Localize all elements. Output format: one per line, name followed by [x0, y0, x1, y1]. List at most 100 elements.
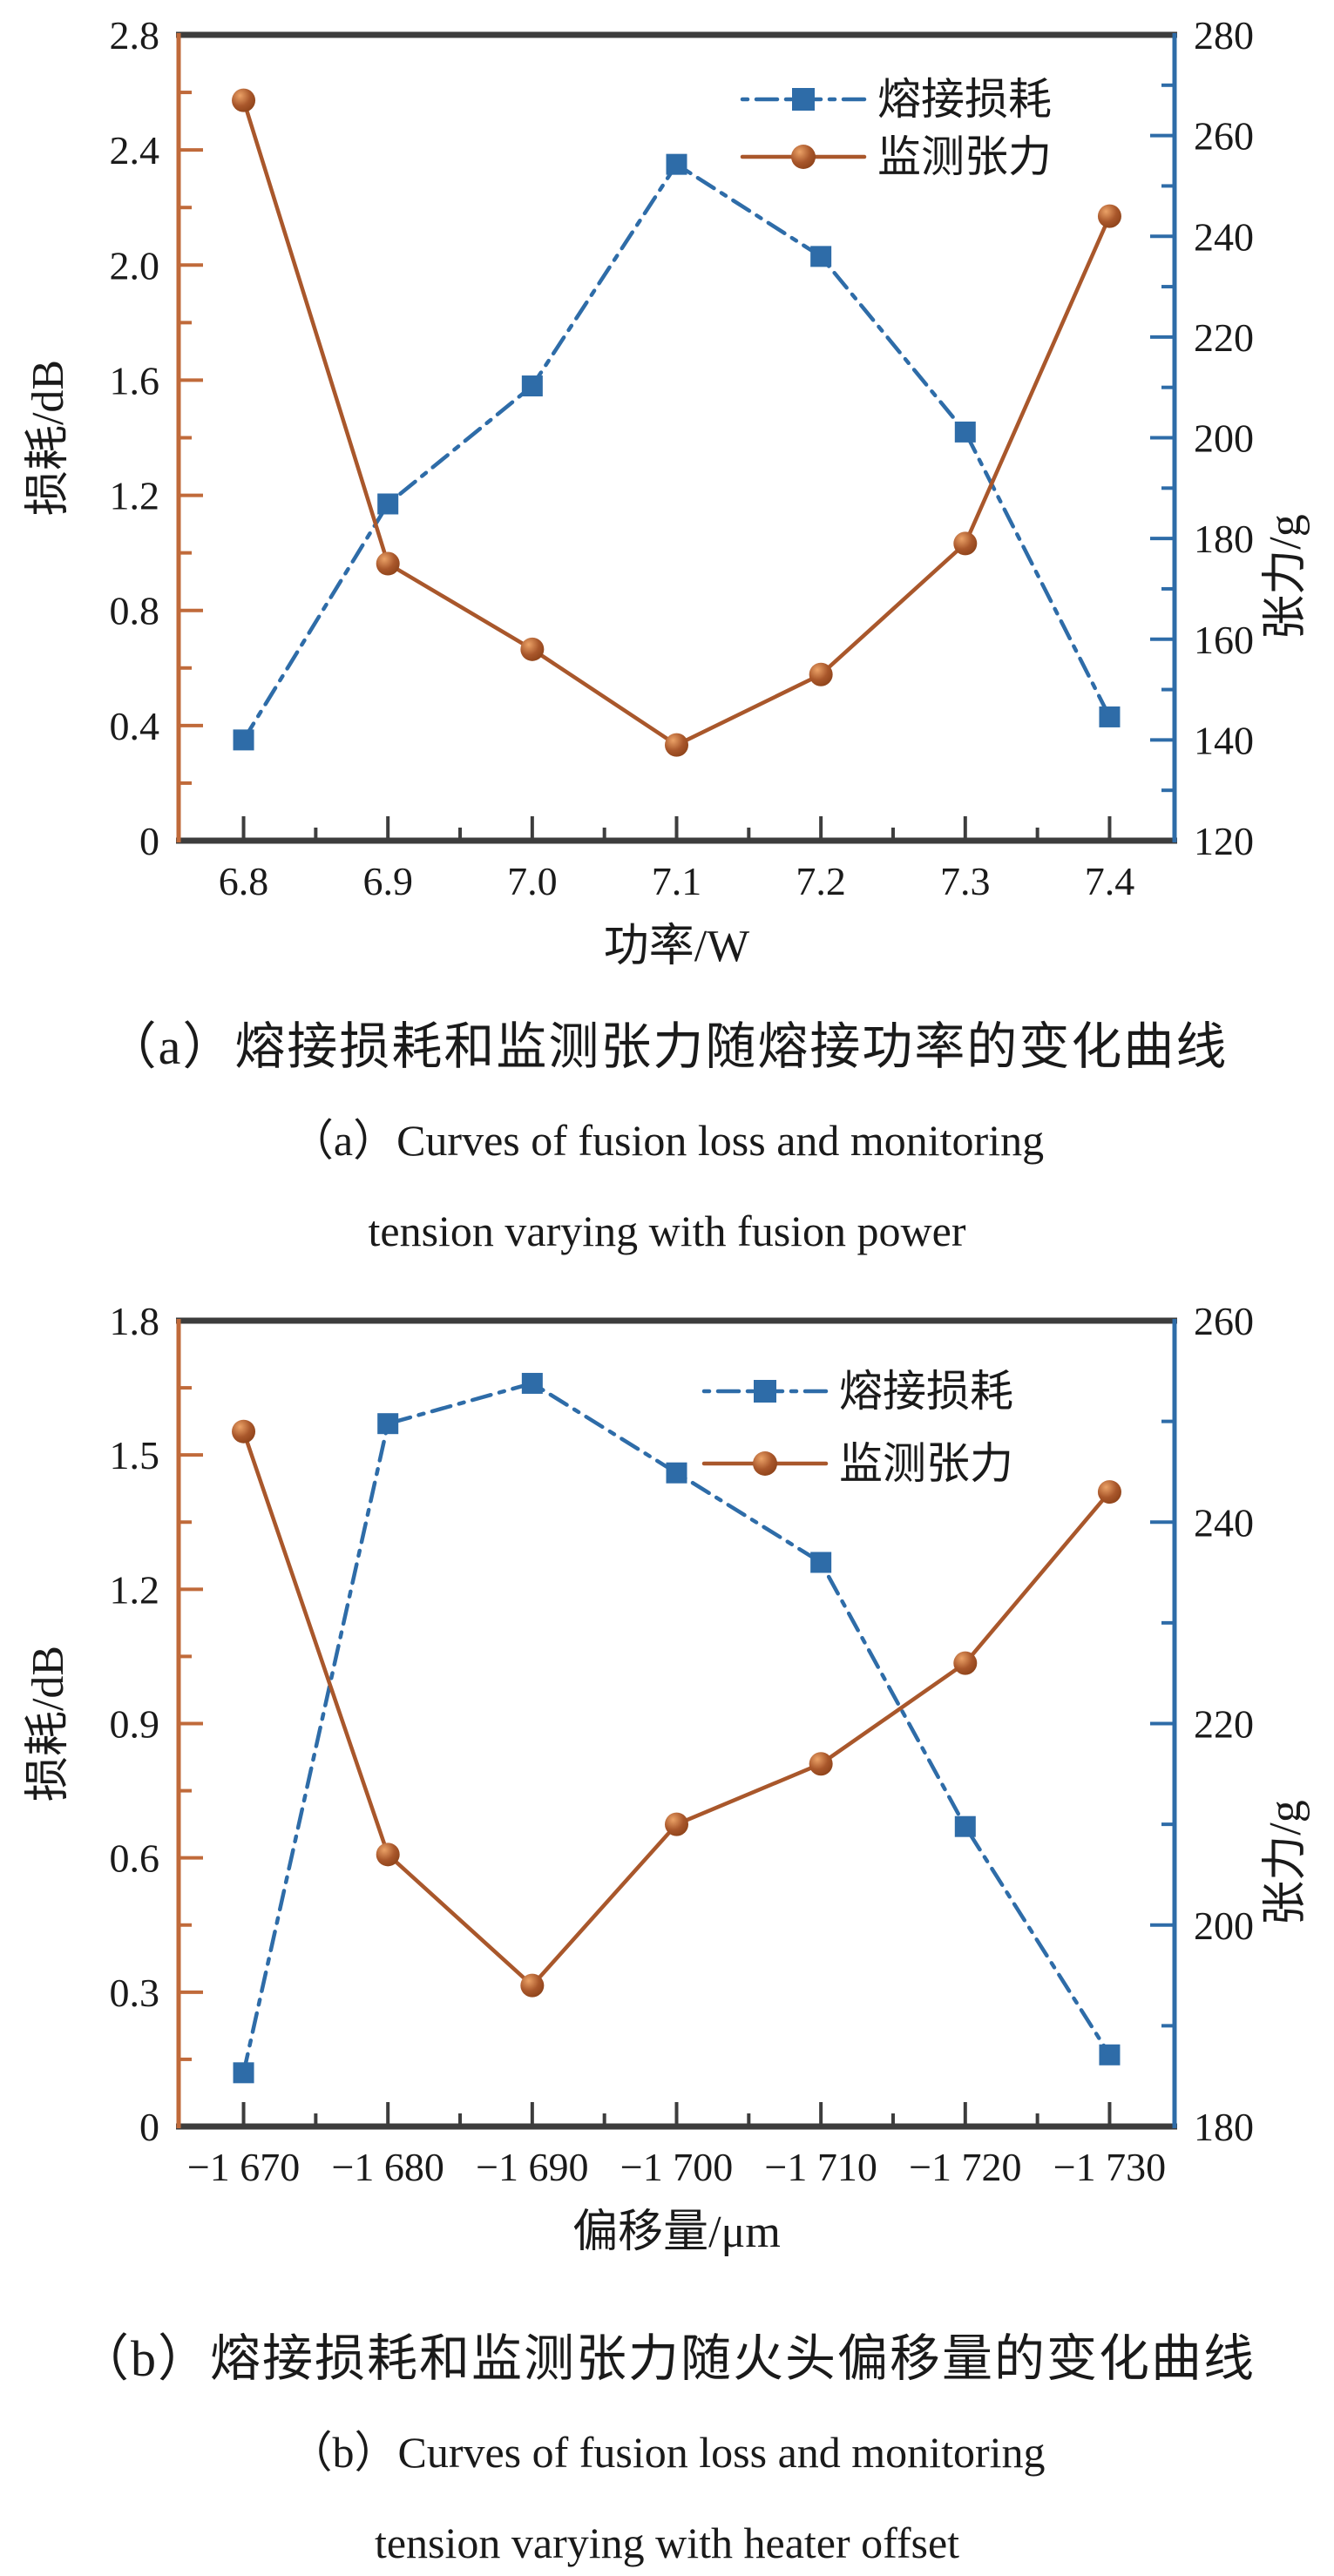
square-marker	[233, 729, 254, 751]
svg-text:1.5: 1.5	[110, 1433, 160, 1477]
square-marker	[521, 1372, 543, 1394]
legend-item-loss: 熔接损耗	[740, 75, 1052, 124]
chart-b-block: 0 0.3 0.6 0.9 1.2 1.5 1.8 180 200 220 240 260 −1 670…	[0, 1286, 1334, 2569]
legend-item-tension: 监测张力	[740, 132, 1052, 181]
legend-sphere-marker	[791, 145, 816, 169]
svg-text:−1 690: −1 690	[476, 2145, 588, 2189]
sphere-marker	[809, 662, 833, 686]
svg-text:0.9: 0.9	[110, 1702, 160, 1747]
caption-a-english-line1: （a）Curves of fusion loss and monitoring	[289, 1115, 1045, 1165]
svg-text:7.0: 7.0	[507, 859, 558, 903]
sphere-marker	[1097, 204, 1121, 228]
legend-label: 监测张力	[877, 132, 1052, 181]
caption-b-chinese: （b）熔接损耗和监测张力随火头偏移量的变化曲线	[78, 2330, 1256, 2387]
svg-text:1.8: 1.8	[110, 1299, 160, 1343]
svg-text:−1 700: −1 700	[620, 2145, 733, 2189]
svg-text:140: 140	[1194, 718, 1254, 762]
svg-text:180: 180	[1194, 2105, 1254, 2149]
legend-label: 熔接损耗	[877, 75, 1052, 124]
svg-text:张力/g: 张力/g	[1261, 1800, 1310, 1925]
svg-text:7.4: 7.4	[1085, 859, 1135, 903]
svg-text:6.8: 6.8	[219, 859, 269, 903]
svg-text:2.4: 2.4	[110, 128, 160, 172]
svg-text:120: 120	[1194, 819, 1254, 863]
chart-b-series-tension	[232, 1419, 1121, 1998]
svg-text:−1 710: −1 710	[764, 2145, 877, 2189]
caption-b: （b）熔接损耗和监测张力随火头偏移量的变化曲线 （b）Curves of fus…	[0, 2328, 1334, 2569]
svg-text:1.2: 1.2	[110, 1567, 160, 1612]
svg-text:220: 220	[1194, 315, 1254, 360]
square-marker	[666, 1462, 687, 1484]
svg-text:0.6: 0.6	[110, 1836, 160, 1881]
sphere-marker	[665, 1812, 688, 1836]
svg-text:−1 720: −1 720	[909, 2145, 1021, 2189]
svg-text:260: 260	[1194, 1299, 1254, 1343]
svg-text:7.1: 7.1	[652, 859, 702, 903]
square-marker	[954, 421, 976, 443]
svg-text:张力/g: 张力/g	[1261, 514, 1310, 639]
legend-square-marker	[754, 1380, 776, 1403]
chart-a-tick-labels: 0 0.4 0.8 1.2 1.6 2.0 2.4 2.8 120 140 160 180 200 220…	[110, 13, 1255, 903]
svg-text:2.0: 2.0	[110, 243, 160, 287]
svg-text:−1 680: −1 680	[331, 2145, 444, 2189]
chart-a-block: 0 0.4 0.8 1.2 1.6 2.0 2.4 2.8 120 140 160 180 200 220…	[0, 0, 1334, 1286]
chart-a-canvas: 0 0.4 0.8 1.2 1.6 2.0 2.4 2.8 120 140 160 180 200 220…	[24, 13, 1310, 971]
square-marker	[233, 2062, 254, 2084]
svg-text:0: 0	[139, 2105, 159, 2149]
svg-text:损耗/dB: 损耗/dB	[24, 1646, 73, 1802]
svg-text:6.9: 6.9	[362, 859, 413, 903]
sphere-marker	[809, 1752, 833, 1776]
svg-text:1.2: 1.2	[110, 474, 160, 518]
legend-square-marker	[792, 88, 815, 111]
svg-text:损耗/dB: 损耗/dB	[24, 360, 73, 516]
sphere-marker	[953, 531, 978, 556]
sphere-marker	[953, 1651, 978, 1675]
square-marker	[954, 1815, 976, 1837]
svg-text:2.8: 2.8	[110, 13, 160, 57]
svg-text:0.4: 0.4	[110, 704, 160, 748]
svg-text:200: 200	[1194, 1903, 1254, 1948]
chart-a-series-loss	[233, 153, 1121, 751]
square-marker	[377, 493, 399, 515]
caption-a-chinese: （a）熔接损耗和监测张力随熔接功率的变化曲线	[105, 1018, 1229, 1075]
chart-b-axes	[176, 1317, 1177, 2130]
sphere-marker	[520, 1973, 545, 1998]
caption-a-english-line2: tension varying with fusion power	[368, 1206, 966, 1255]
square-marker	[1099, 2044, 1121, 2066]
svg-text:220: 220	[1194, 1702, 1254, 1747]
square-marker	[810, 1552, 832, 1573]
svg-text:−1 730: −1 730	[1053, 2145, 1166, 2189]
svg-text:240: 240	[1194, 214, 1254, 259]
chart-b-canvas: 0 0.3 0.6 0.9 1.2 1.5 1.8 180 200 220 240 260 −1 670…	[24, 1299, 1310, 2257]
square-marker	[1099, 706, 1121, 727]
svg-text:偏移量/μm: 偏移量/μm	[572, 2208, 781, 2257]
svg-text:260: 260	[1194, 114, 1254, 159]
chart-a-axis-titles: 损耗/dB 张力/g 功率/W	[24, 360, 1310, 971]
caption-a: （a）熔接损耗和监测张力随熔接功率的变化曲线 （a）Curves of fusi…	[0, 1016, 1334, 1286]
svg-text:200: 200	[1194, 416, 1254, 461]
sphere-marker	[376, 551, 400, 576]
series-line	[241, 98, 1112, 747]
square-marker	[521, 375, 543, 397]
chart-b-axis-titles: 损耗/dB 张力/g 偏移量/μm	[24, 1646, 1310, 2257]
sphere-marker	[665, 733, 688, 757]
sphere-marker	[1097, 1480, 1121, 1504]
svg-text:0: 0	[139, 819, 159, 863]
svg-text:240: 240	[1194, 1500, 1254, 1545]
chart-a-series-tension	[232, 88, 1121, 757]
caption-b-english-line2: tension varying with heater offset	[374, 2518, 960, 2567]
legend-sphere-marker	[753, 1451, 777, 1476]
chart-a-axes	[176, 31, 1177, 844]
sphere-marker	[232, 1419, 256, 1444]
square-marker	[377, 1413, 399, 1435]
svg-text:7.3: 7.3	[940, 859, 991, 903]
sphere-marker	[232, 88, 256, 112]
chart-b-series-loss	[233, 1372, 1121, 2084]
svg-text:功率/W: 功率/W	[604, 922, 750, 971]
svg-text:−1 670: −1 670	[187, 2145, 300, 2189]
chart-b-tick-labels: 0 0.3 0.6 0.9 1.2 1.5 1.8 180 200 220 240 260 −1 670…	[110, 1299, 1255, 2189]
legend-label: 监测张力	[839, 1439, 1013, 1488]
caption-b-english-line1: （b）Curves of fusion loss and monitoring	[288, 2427, 1046, 2477]
